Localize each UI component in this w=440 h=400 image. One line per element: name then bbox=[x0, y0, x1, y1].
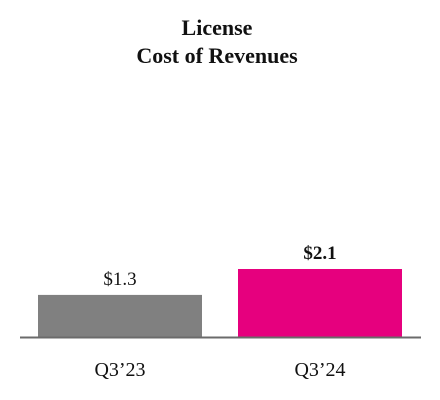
chart-title: License Cost of Revenues bbox=[0, 14, 434, 70]
value-label-1: $1.3 bbox=[103, 269, 136, 290]
category-label-2: Q3’24 bbox=[294, 359, 345, 381]
chart-title-line-2: Cost of Revenues bbox=[136, 43, 298, 68]
bar-2 bbox=[238, 269, 402, 337]
value-label-2: $2.1 bbox=[303, 243, 336, 264]
bar-1 bbox=[38, 294, 202, 337]
category-label-1: Q3’23 bbox=[94, 359, 145, 381]
chart-title-line-1: License bbox=[181, 15, 253, 40]
